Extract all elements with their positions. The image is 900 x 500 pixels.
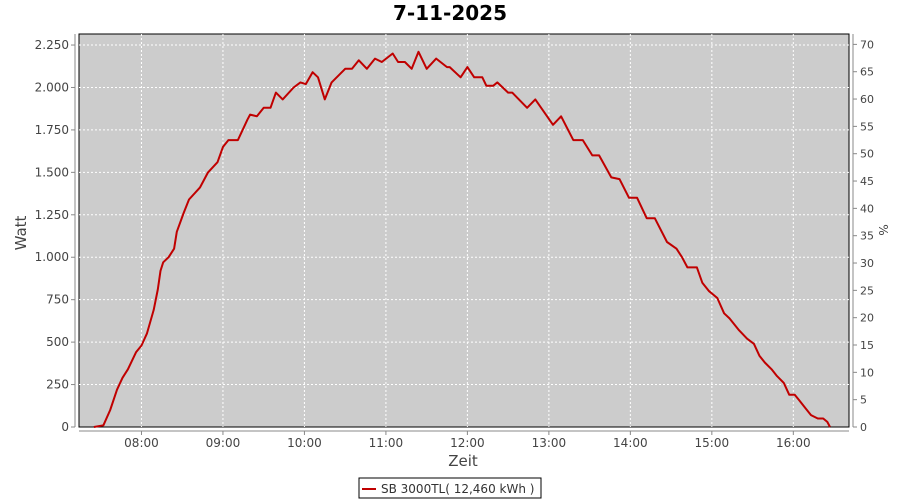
y2-tick-label: 10 [860,366,874,379]
y-tick-label: 2.000 [35,80,69,94]
x-tick-label: 09:00 [206,436,241,450]
y-tick-label: 500 [46,335,69,349]
y2-tick-label: 65 [860,66,874,79]
legend: SB 3000TL( 12,460 kWh ) [358,477,542,499]
y-tick-label: 1.750 [35,123,69,137]
y2-tick-label: 55 [860,120,874,133]
x-tick-label: 13:00 [532,436,567,450]
y2-tick-label: 40 [860,202,874,215]
ticks: 08:00 09:00 10:00 11:00 12:00 13:00 14:00 15:00… [35,38,874,450]
legend-entry-sb3000tl: SB 3000TL( 12,460 kWh ) [381,482,534,496]
series-line-sb3000tl [93,50,831,428]
y-tick-label: 750 [46,293,69,307]
y2-tick-label: 0 [860,421,867,434]
x-axis-label: Zeit [448,452,478,470]
plot-area [78,33,850,428]
y-tick-label: 2.250 [35,38,69,52]
x-tick-label: 16:00 [776,436,811,450]
y2-axis-label: % [876,224,890,235]
y2-tick-label: 35 [860,230,874,243]
y2-tick-label: 25 [860,284,874,297]
chart-title: 7-11-2025 [393,1,507,25]
y-tick-label: 250 [46,378,69,392]
y2-tick-label: 45 [860,175,874,188]
y-axis-label: Watt [12,215,30,250]
x-tick-label: 15:00 [695,436,730,450]
y-tick-label: 0 [61,420,69,434]
y-tick-label: 1.250 [35,208,69,222]
y2-tick-label: 5 [860,394,867,407]
y2-tick-label: 60 [860,93,874,106]
y2-tick-label: 20 [860,312,874,325]
x-tick-label: 14:00 [613,436,648,450]
y2-tick-label: 70 [860,38,874,51]
x-tick-label: 10:00 [287,436,322,450]
y-tick-label: 1.500 [35,165,69,179]
y2-tick-label: 15 [860,339,874,352]
x-tick-label: 12:00 [450,436,485,450]
x-tick-label: 11:00 [369,436,404,450]
y-tick-label: 1.000 [35,250,69,264]
x-tick-label: 08:00 [124,436,159,450]
y2-tick-label: 50 [860,148,874,161]
y2-tick-label: 30 [860,257,874,270]
legend-box [358,477,542,499]
